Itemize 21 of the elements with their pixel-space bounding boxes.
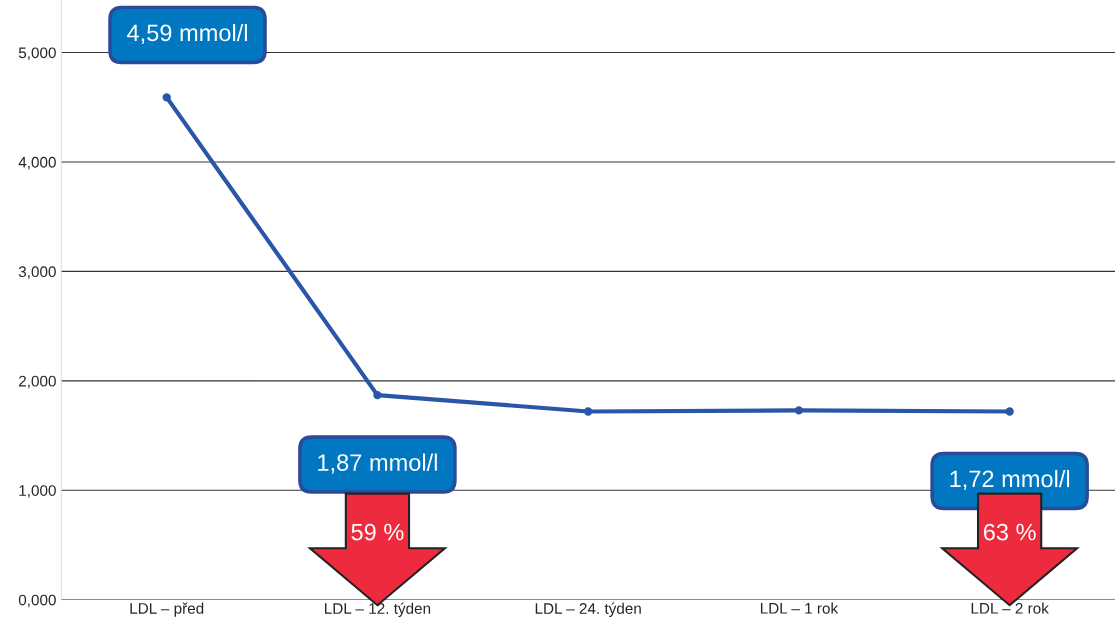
annotation: 59 % [351, 523, 404, 541]
point [584, 407, 593, 416]
y-tick-label: 2,000 [19, 375, 56, 389]
x-tick-label: LDL – 24. týden [535, 602, 641, 617]
x-tick-label: LDL – 12. týden [325, 602, 431, 617]
point [794, 406, 804, 415]
y-tick-label: 1,000 [19, 485, 56, 498]
annotation: 1,72 mmol/l [950, 469, 1070, 491]
point [162, 93, 171, 102]
point [373, 390, 382, 400]
annotation: 1,87 mmol/l [318, 453, 437, 474]
x-tick-label: LDL – 1 rok [760, 602, 839, 614]
y-tick-label: 0,000 [18, 594, 56, 608]
x-tick-label: LDL – před [130, 602, 204, 617]
annotation: 63 % [983, 523, 1036, 541]
y-tick-label: 5,000 [18, 47, 56, 61]
annotation: 4,59 mmol/l [127, 23, 247, 45]
x-tick-label: LDL – 2 rok [971, 602, 1049, 614]
y-tick-label: 4,000 [18, 156, 56, 170]
point [1005, 407, 1014, 416]
y-tick-label: 3,000 [18, 266, 56, 279]
